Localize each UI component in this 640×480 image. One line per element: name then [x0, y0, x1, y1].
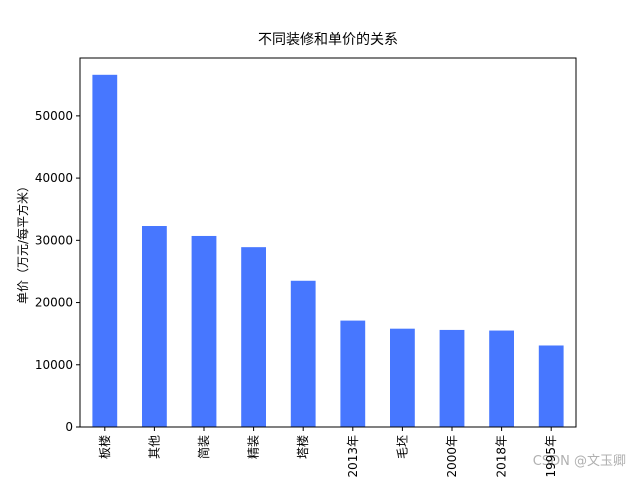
x-tick-label: 板楼 — [97, 435, 112, 459]
chart-title: 不同装修和单价的关系 — [258, 32, 398, 48]
y-axis-label: 单价（万元/每平方米） — [15, 180, 30, 304]
bar — [290, 280, 316, 427]
y-tick-label: 40000 — [35, 171, 73, 185]
x-tick-label: 2000年 — [445, 435, 459, 478]
y-tick-label: 30000 — [35, 233, 73, 247]
bar — [340, 320, 366, 427]
x-tick-label: 简装 — [197, 435, 211, 459]
y-tick-label: 20000 — [35, 296, 73, 310]
x-tick-label: 其他 — [147, 435, 161, 459]
x-tick-label: 毛坯 — [395, 435, 409, 459]
bar — [390, 328, 415, 427]
watermark: CSDN @文玉卿 — [533, 454, 626, 469]
x-tick-label: 精装 — [247, 435, 261, 459]
bar — [92, 74, 118, 427]
plot-frame — [79, 57, 577, 428]
x-tick-label: 2018年 — [495, 435, 509, 478]
x-tick-label: 塔楼 — [295, 435, 310, 459]
bar — [439, 329, 465, 427]
x-tick-label: 1995年 — [544, 435, 558, 478]
x-tick-label: 2013年 — [346, 435, 360, 478]
y-tick-label: 50000 — [35, 109, 73, 123]
y-tick-label: 10000 — [35, 358, 73, 372]
bar — [191, 235, 217, 427]
bar — [538, 345, 564, 427]
y-tick-label: 0 — [65, 420, 73, 434]
bar — [489, 330, 514, 427]
bar — [241, 247, 266, 427]
bar — [142, 226, 167, 427]
